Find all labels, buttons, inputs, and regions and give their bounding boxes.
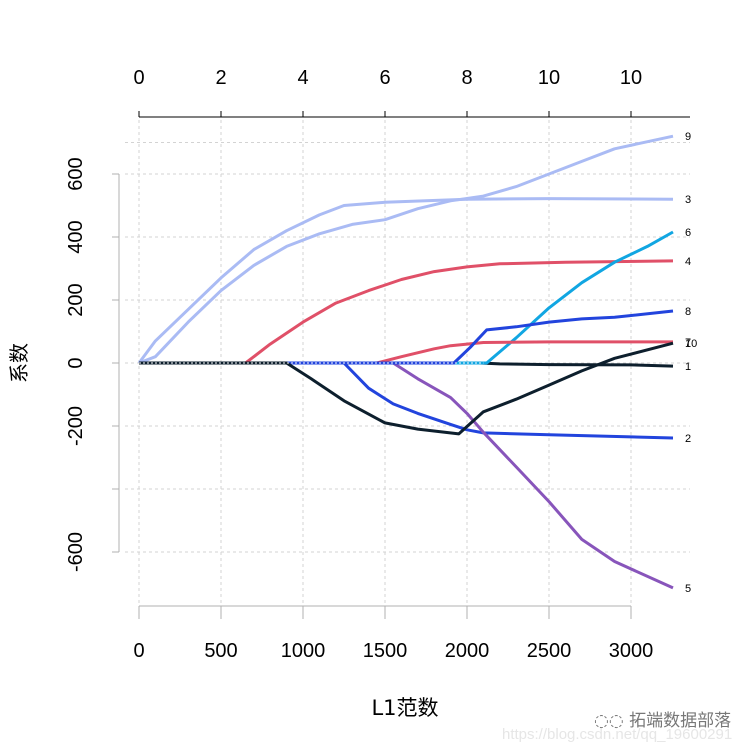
x-axis-title: L1范数 [371,696,438,720]
x-tick-label: 3000 [609,640,654,662]
series-label-8: 8 [685,306,691,318]
series-line-5 [139,361,674,590]
top-tick-label: 10 [620,67,642,89]
watermark-url: https://blog.csdn.net/qq_19600291 [502,726,733,743]
watermark-logo: ◌◌ 拓端数据部落 [594,711,732,731]
series-label-6: 6 [685,227,691,239]
series-end-labels: 1 2 3 4 5 6 7 8 9 10 [685,131,697,595]
series-label-4: 4 [685,256,691,268]
y-tick-label: 200 [65,283,87,316]
series-line-7 [139,340,673,365]
series-line-3 [137,197,674,364]
x-tick-label: 500 [204,640,237,662]
y-tick-label: 0 [65,357,87,368]
series-label-5: 5 [685,583,691,595]
x-tick-label: 0 [133,640,144,662]
top-tick-label: 2 [215,67,226,89]
top-tick-label: 6 [379,67,390,89]
top-axis: 0 2 4 6 8 10 10 [133,67,690,118]
series-line-2 [139,361,674,440]
x-tick-label: 2500 [527,640,572,662]
x-tick-label: 2000 [445,640,490,662]
top-tick-label: 8 [461,67,472,89]
wechat-icon: ◌◌ [594,711,630,731]
y-axis-title: 系数 [7,343,31,383]
x-tick-label: 1500 [363,640,408,662]
top-tick-label: 10 [538,67,560,89]
y-tick-label: -600 [65,532,87,572]
top-tick-label: 0 [133,67,144,89]
series-label-2: 2 [685,433,691,445]
y-axis: 600 400 200 0 -200 -600 系数 [7,157,120,572]
series-label-9: 9 [685,131,691,143]
series-label-7: 7 [685,337,691,349]
series-lines [137,134,674,590]
series-line-10 [139,341,674,436]
series-line-4 [139,259,674,365]
series-line-9 [138,134,674,365]
series-line-6 [139,230,674,365]
x-tick-label: 1000 [281,640,326,662]
y-tick-label: 600 [65,157,87,190]
series-label-1: 1 [685,361,691,373]
series-line-8 [139,309,674,365]
series-label-3: 3 [685,194,691,206]
top-tick-label: 4 [297,67,308,89]
x-axis: 0 500 1000 1500 2000 2500 3000 L1范数 [133,605,654,720]
y-tick-label: -200 [65,406,87,446]
y-tick-label: 400 [65,220,87,253]
series-label-10: 10 [685,338,697,350]
